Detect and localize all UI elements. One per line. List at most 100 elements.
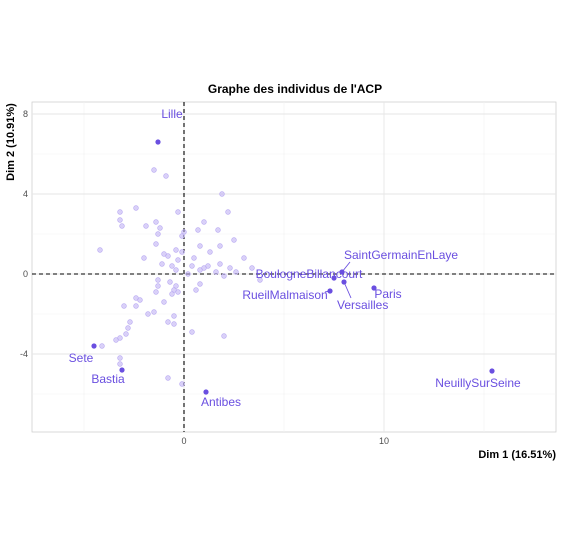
background-point [143, 223, 149, 229]
background-point [165, 319, 171, 325]
background-point [155, 283, 161, 289]
background-point [231, 237, 237, 243]
background-point [193, 287, 199, 293]
label-connector-line [343, 281, 352, 299]
background-point [221, 273, 227, 279]
label-connectors [324, 261, 352, 299]
background-point [141, 255, 147, 261]
background-point [171, 313, 177, 319]
point-label: RueilMalmaison [242, 288, 327, 302]
plot-panel [31, 101, 557, 433]
highlighted-point [489, 368, 495, 374]
point-label: Paris [374, 287, 401, 301]
point-label: Antibes [201, 395, 241, 409]
point-label: Versailles [337, 298, 388, 312]
background-point [257, 277, 263, 283]
background-point [207, 249, 213, 255]
background-point [205, 263, 211, 269]
background-point [217, 261, 223, 267]
background-point [189, 263, 195, 269]
background-points [97, 167, 263, 387]
point-label: BoulogneBillancourt [256, 267, 363, 281]
background-point [249, 265, 255, 271]
background-point [117, 209, 123, 215]
highlighted-point [91, 343, 97, 349]
point-labels: Lille BoulogneBillancourt SaintGermainEnLa… [69, 107, 521, 409]
background-point [225, 209, 231, 215]
background-point [213, 269, 219, 275]
background-point [165, 375, 171, 381]
point-label: SaintGermainEnLaye [344, 248, 458, 262]
background-point [117, 355, 123, 361]
x-axis-title: Dim 1 (16.51%) [478, 449, 556, 461]
background-point [121, 303, 127, 309]
background-point [169, 291, 175, 297]
background-point [153, 219, 159, 225]
background-point [133, 303, 139, 309]
background-point [175, 209, 181, 215]
background-point [151, 309, 157, 315]
y-tick-label: 4 [23, 189, 28, 199]
background-point [171, 321, 177, 327]
background-point [179, 381, 185, 387]
highlighted-point [331, 275, 337, 281]
background-point [201, 219, 207, 225]
highlighted-point [203, 389, 209, 395]
background-point [189, 329, 195, 335]
background-point [117, 217, 123, 223]
point-label: Lille [161, 107, 183, 121]
background-point [241, 255, 247, 261]
y-tick-label: 8 [23, 109, 28, 119]
background-point [175, 289, 181, 295]
background-point [97, 247, 103, 253]
background-point [227, 265, 233, 271]
background-point [221, 333, 227, 339]
reference-lines [32, 102, 556, 432]
background-point [153, 241, 159, 247]
background-point [125, 325, 131, 331]
background-point [155, 277, 161, 283]
x-tick-label: 10 [379, 436, 389, 446]
background-point [215, 227, 221, 233]
background-point [127, 319, 133, 325]
background-point [191, 255, 197, 261]
background-point [197, 267, 203, 273]
label-connector-line [324, 290, 331, 293]
background-point [145, 311, 151, 317]
background-point [161, 299, 167, 305]
background-point [195, 227, 201, 233]
point-label: NeuillySurSeine [435, 376, 521, 390]
background-point [163, 173, 169, 179]
highlighted-point [371, 285, 377, 291]
background-point [151, 167, 157, 173]
background-point [219, 191, 225, 197]
y-axis-title: Dim 2 (10.91%) [5, 103, 17, 181]
background-point [217, 243, 223, 249]
tick-labels: 0 10 -4 0 4 8 [20, 109, 389, 446]
background-point [159, 261, 165, 267]
background-point [197, 281, 203, 287]
background-point [155, 231, 161, 237]
background-point [175, 257, 181, 263]
point-label: Bastia [91, 372, 125, 386]
chart-title: Graphe des individus de l'ACP [208, 82, 382, 96]
background-point [233, 269, 239, 275]
background-point [167, 279, 173, 285]
background-point [165, 253, 171, 259]
grid-lines [32, 102, 556, 432]
highlighted-point [155, 139, 161, 145]
background-point [113, 337, 119, 343]
background-point [179, 249, 185, 255]
highlighted-points [91, 139, 495, 395]
background-point [137, 297, 143, 303]
background-point [133, 205, 139, 211]
highlighted-point [119, 367, 125, 373]
background-point [173, 267, 179, 273]
background-point [117, 361, 123, 367]
label-connector-line [341, 261, 351, 273]
background-point [119, 223, 125, 229]
x-tick-label: 0 [181, 436, 186, 446]
background-point [185, 271, 191, 277]
background-point [173, 247, 179, 253]
